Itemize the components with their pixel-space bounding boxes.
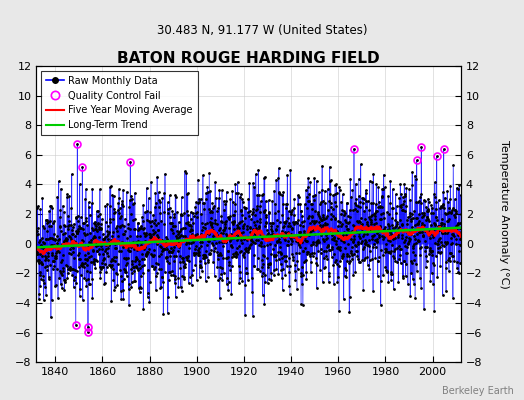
Legend: Raw Monthly Data, Quality Control Fail, Five Year Moving Average, Long-Term Tren: Raw Monthly Data, Quality Control Fail, … <box>41 71 198 135</box>
Y-axis label: Temperature Anomaly (°C): Temperature Anomaly (°C) <box>499 140 509 288</box>
Text: Berkeley Earth: Berkeley Earth <box>442 386 514 396</box>
Text: 30.483 N, 91.177 W (United States): 30.483 N, 91.177 W (United States) <box>157 24 367 37</box>
Title: BATON ROUGE HARDING FIELD: BATON ROUGE HARDING FIELD <box>117 51 380 66</box>
